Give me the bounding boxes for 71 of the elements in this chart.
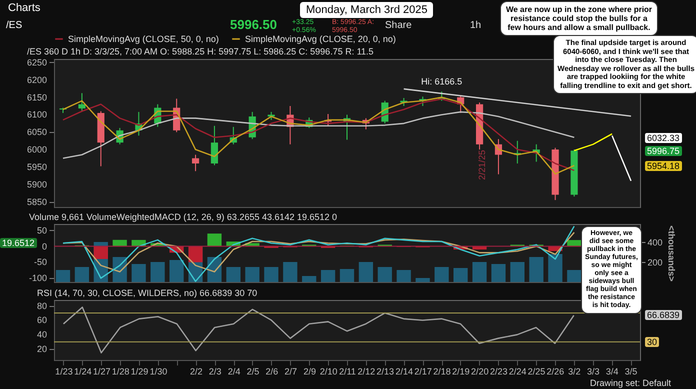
y2-axis-title: <thousands> [666, 225, 677, 282]
x-tick-label: 3/2 [568, 366, 581, 376]
y-tick-label: 5900 [26, 179, 47, 190]
text: 30 [645, 337, 660, 347]
text: Charts [8, 2, 40, 14]
x-tick-label: 2/24 [508, 366, 526, 376]
x-tick-label: 2/25 [528, 366, 546, 376]
x-tick-label: 2/12 [358, 366, 376, 376]
x-tick-label: 2/13 [376, 366, 394, 376]
y-tick-label: 6050 [26, 127, 47, 138]
y-tick-label: 40 [36, 330, 47, 340]
y-tick-label: 5950 [26, 162, 47, 172]
chart-title: Monday, March 3rd 2025 [300, 2, 434, 18]
y2-tick-label: 200 [648, 258, 663, 268]
y-tick-label: -50 [34, 257, 47, 268]
y-tick-label: 6200 [26, 74, 47, 85]
text: Share [385, 20, 412, 31]
y-tick-label: 6150 [26, 92, 47, 102]
y-tick-label: 6100 [26, 110, 47, 120]
text: Drawing set: Default [590, 378, 672, 388]
x-tick-label: 2/7 [284, 366, 298, 376]
text: We are now up in the zone where prior resistance could stop the bulls for a few hours and allow a small pullback. [500, 1, 658, 36]
x-tick-label: 1/29 [130, 366, 148, 376]
y-tick-label: 6000 [26, 144, 47, 155]
text: 19.6512 [0, 238, 37, 248]
x-tick-label: 1/30 [150, 366, 168, 376]
x-tick-label: 2/20 [471, 366, 489, 376]
annotation: Hi: 6166.5 [421, 76, 462, 87]
x-tick-label: 3/3 [586, 366, 600, 376]
y-tick-label: 60 [36, 315, 47, 326]
x-tick-label: 2/26 [546, 366, 564, 376]
chart-subtitle: RSI (14, 70, 30, CLOSE, WILDERS, no) 66.6839 30 70 [36, 288, 258, 298]
x-tick-label: 1/27 [92, 366, 111, 376]
text: /ES [6, 20, 22, 31]
x-tick-label: 2/11 [339, 366, 356, 376]
y-tick-label: 5850 [26, 196, 47, 207]
text: 6032.33 [645, 133, 682, 143]
x-tick-label: 1/28 [112, 366, 130, 376]
x-tick-label: 3/4 [606, 366, 618, 376]
x-tick-label: 1/24 [74, 366, 92, 376]
legend-label: SimpleMovingAvg (CLOSE, 50, 0, no) [68, 34, 219, 44]
y-tick-label: 20 [36, 344, 47, 354]
legend-label: SimpleMovingAvg (CLOSE, 20, 0, no) [245, 34, 396, 44]
y-tick-label: -100 [28, 273, 47, 284]
x-tick-label: 2/9 [303, 366, 316, 376]
chart-subtitle: Volume 9,661 VolumeWeightedMACD (12, 26, 9) 63.2655 43.6142 19.6512 0 [28, 212, 338, 222]
x-tick-label: 2/23 [490, 366, 508, 376]
y-tick-label: 50 [36, 225, 47, 236]
x-tick-label: 2/4 [228, 366, 240, 376]
x-tick-label: 3/5 [624, 366, 638, 376]
x-tick-label: 2/14 [395, 366, 413, 376]
text: 5996.50 [230, 17, 277, 32]
chart-subtitle: /ES 360 D 1h D: 3/3/25, 7:00 AM O: 5988.25 H: 5997.75 L: 5986.25 C: 5996.75 R: 11.5 [26, 46, 374, 56]
y-tick-label: 80 [36, 300, 47, 311]
x-tick-label: 2/3 [208, 366, 222, 376]
x-tick-label: 2/19 [452, 366, 470, 376]
text: 5954.18 [645, 161, 682, 171]
y-tick-label: 6250 [26, 57, 47, 68]
text: 5996.75 [645, 146, 682, 156]
text: 66.6839 [645, 310, 682, 320]
y-tick-label: 0 [42, 241, 47, 252]
annotation: 2/21/25 [477, 150, 487, 180]
x-tick-label: 2/5 [246, 366, 260, 376]
x-tick-label: 2/2 [190, 366, 203, 376]
y2-tick-label: 400 [648, 238, 663, 248]
x-tick-label: 2/18 [433, 366, 451, 376]
x-tick-label: 2/10 [320, 366, 338, 376]
x-tick-label: 2/6 [266, 366, 278, 376]
x-tick-label: 1/23 [55, 366, 73, 376]
x-tick-label: 2/17 [414, 366, 432, 376]
text: 1h [470, 20, 482, 31]
